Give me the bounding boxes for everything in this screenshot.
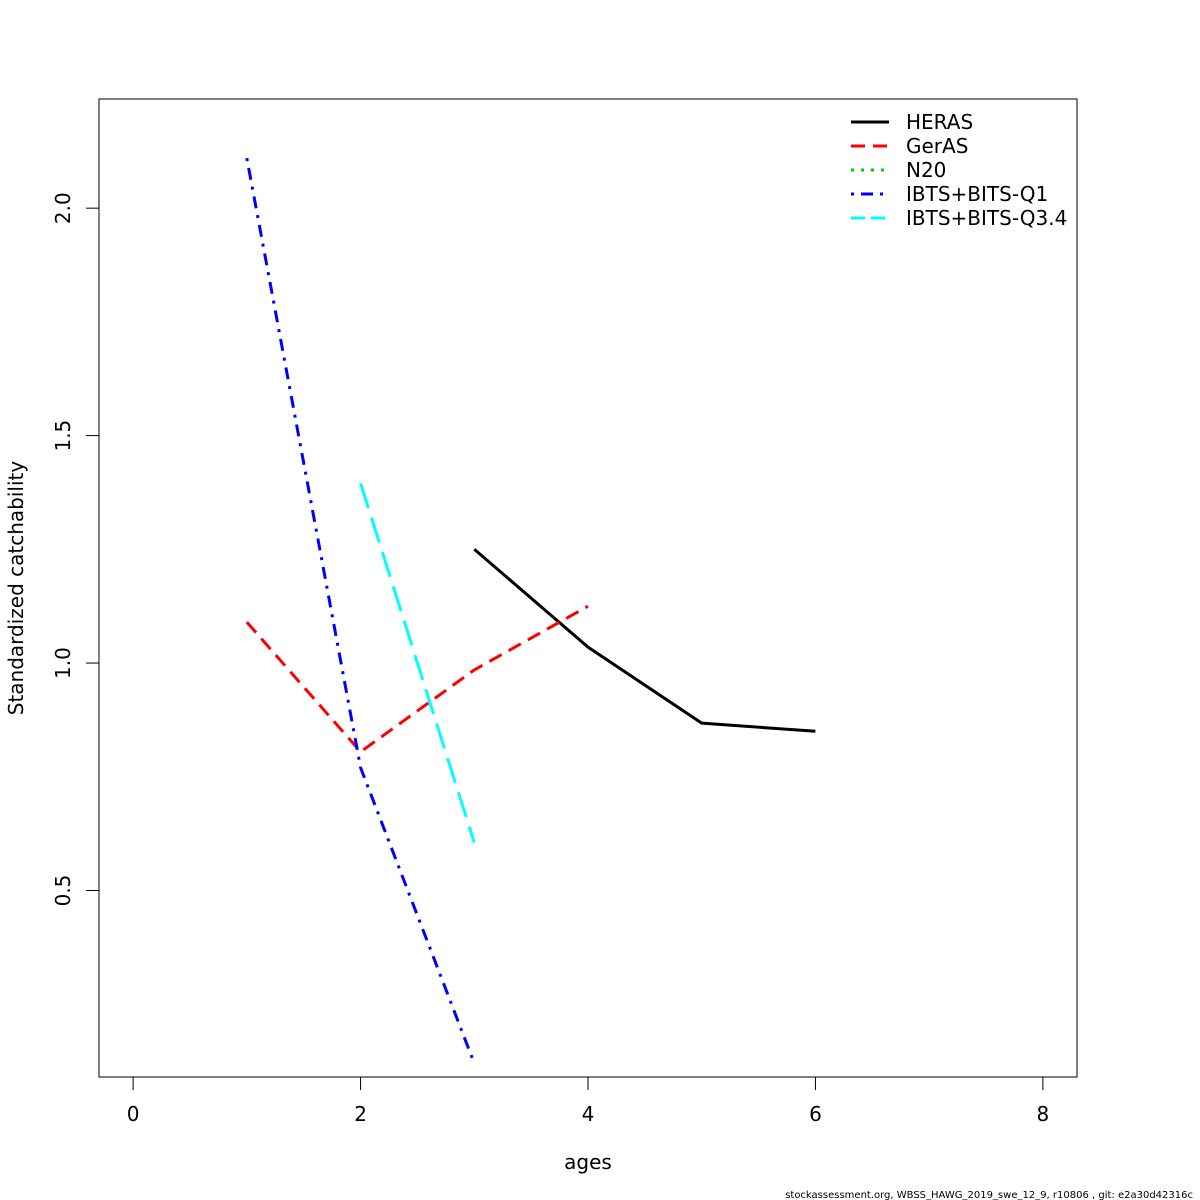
footer-note: stockassessment.org, WBSS_HAWG_2019_swe_… [785, 1190, 1193, 1200]
legend-label: IBTS+BITS-Q3.4 [906, 206, 1067, 230]
x-tick-label: 0 [127, 1102, 140, 1126]
legend-label: HERAS [906, 110, 973, 134]
series-layer [245, 157, 816, 1064]
legend-label: N20 [906, 158, 946, 182]
legend-label: GerAS [906, 134, 968, 158]
legend-label: IBTS+BITS-Q1 [906, 182, 1048, 206]
y-tick-label: 0.5 [51, 875, 75, 907]
x-tick-label: 4 [582, 1102, 595, 1126]
y-tick-label: 1.5 [51, 420, 75, 452]
y-tick-label: 1.0 [51, 647, 75, 679]
x-tick-label: 8 [1037, 1102, 1050, 1126]
series-line-heras [473, 548, 816, 733]
x-axis-label: ages [564, 1150, 612, 1174]
x-tick-label: 2 [354, 1102, 367, 1126]
series-line-ibts-bits-q3-4 [359, 482, 476, 844]
series-line-ibts-bits-q1 [245, 157, 476, 1064]
series-line-geras [245, 604, 589, 754]
x-tick-label: 6 [809, 1102, 822, 1126]
x-axis: 0 2 4 6 8 [127, 1076, 1050, 1126]
plot-frame [98, 98, 1078, 1078]
y-tick-label: 2.0 [51, 192, 75, 224]
y-axis-label: Standardized catchability [4, 461, 28, 716]
y-axis: 0.5 1.0 1.5 2.0 [51, 192, 100, 907]
